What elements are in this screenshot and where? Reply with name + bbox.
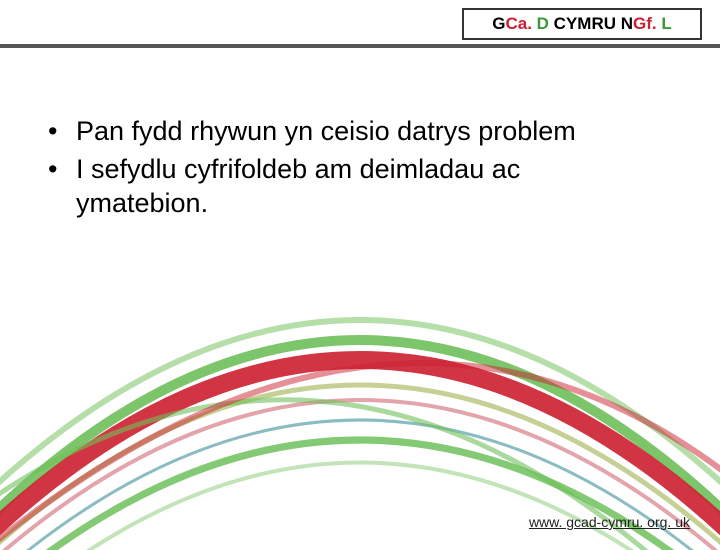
- bullet-item: Pan fydd rhywun yn ceisio datrys problem: [48, 115, 638, 149]
- slide-content: Pan fydd rhywun yn ceisio datrys problem…: [48, 115, 638, 224]
- footer-url: www. gcad-cymru. org. uk: [529, 514, 690, 530]
- background-arcs: [0, 10, 720, 550]
- bullet-list: Pan fydd rhywun yn ceisio datrys problem…: [48, 115, 638, 220]
- bullet-item: I sefydlu cyfrifoldeb am deimladau ac ym…: [48, 153, 638, 221]
- logo-box: GCa. D CYMRU NGf. L: [462, 8, 702, 40]
- header-bar: GCa. D CYMRU NGf. L: [0, 0, 720, 48]
